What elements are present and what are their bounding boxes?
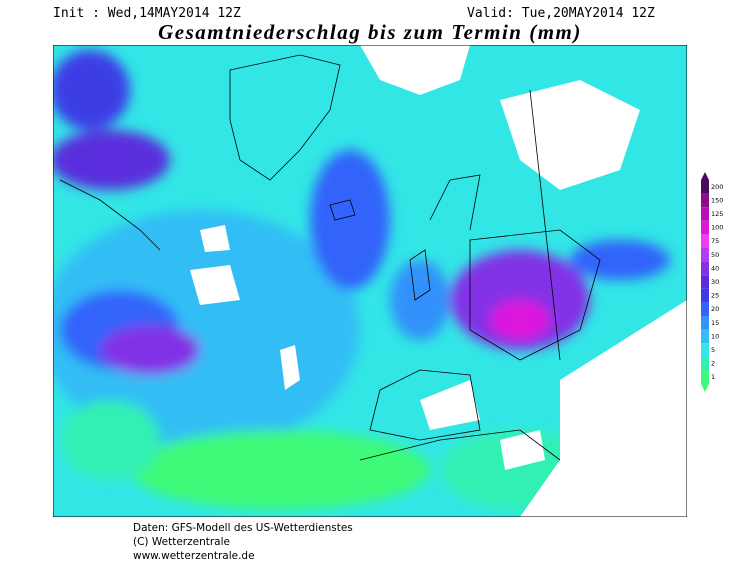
map-title: Gesamtniederschlag bis zum Termin (mm) bbox=[158, 20, 582, 44]
legend-label: 15 bbox=[711, 319, 719, 327]
legend-swatch bbox=[701, 275, 709, 289]
legend-swatch bbox=[701, 288, 709, 303]
legend-swatch bbox=[701, 343, 709, 357]
legend-label: 50 bbox=[711, 251, 719, 259]
legend-swatch bbox=[701, 248, 709, 262]
legend-swatch bbox=[701, 180, 709, 194]
legend-label: 25 bbox=[711, 292, 719, 300]
legend-label: 20 bbox=[711, 305, 719, 313]
legend-arrow bbox=[701, 384, 709, 392]
footer-line: Daten: GFS-Modell des US-Wetterdienstes bbox=[133, 522, 353, 534]
legend-label: 10 bbox=[711, 332, 719, 340]
legend-swatch bbox=[701, 193, 709, 208]
legend-label: 75 bbox=[711, 237, 719, 245]
legend-swatch bbox=[701, 220, 709, 235]
legend-swatch bbox=[701, 261, 709, 276]
legend-swatch bbox=[701, 370, 709, 384]
footer-line: (C) Wetterzentrale bbox=[133, 536, 230, 548]
legend-swatch bbox=[701, 302, 709, 316]
init-time: Init : Wed,14MAY2014 12Z bbox=[53, 6, 241, 21]
legend-label: 200 bbox=[711, 183, 723, 191]
legend-label: 40 bbox=[711, 264, 719, 272]
footer-line: www.wetterzentrale.de bbox=[133, 550, 255, 562]
legend-label: 30 bbox=[711, 278, 719, 286]
legend-label: 1 bbox=[711, 373, 715, 381]
legend-label: 150 bbox=[711, 196, 723, 204]
legend-swatch bbox=[701, 356, 709, 371]
legend-label: 5 bbox=[711, 346, 715, 354]
legend-swatch bbox=[701, 234, 709, 248]
legend-arrow bbox=[701, 172, 709, 180]
legend-label: 125 bbox=[711, 210, 723, 218]
valid-time: Valid: Tue,20MAY2014 12Z bbox=[467, 6, 655, 21]
legend-label: 2 bbox=[711, 360, 715, 368]
precip-map bbox=[53, 45, 687, 517]
legend-swatch bbox=[701, 207, 709, 221]
legend-label: 100 bbox=[711, 224, 723, 232]
legend-swatch bbox=[701, 329, 709, 344]
legend: 200 150 125 100 75 50 40 30 25 20 15 10 5 2 1 bbox=[701, 172, 723, 392]
legend-swatch bbox=[701, 316, 709, 330]
